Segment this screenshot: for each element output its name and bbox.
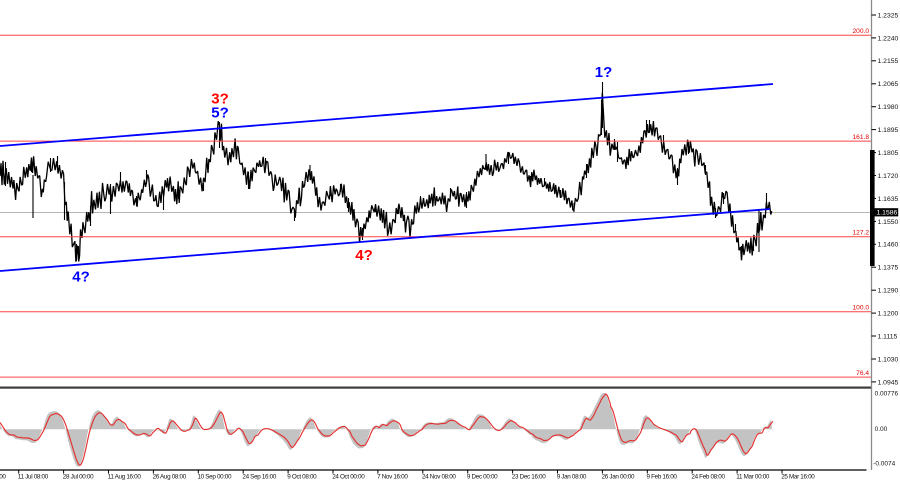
svg-text:1.2065: 1.2065 <box>878 81 899 88</box>
svg-text:10 Sep 00:00: 10 Sep 00:00 <box>198 474 232 481</box>
svg-text:11 Aug 16:00: 11 Aug 16:00 <box>108 474 142 481</box>
svg-text:24 Feb 08:00: 24 Feb 08:00 <box>691 474 725 481</box>
svg-text:200.0: 200.0 <box>852 28 869 35</box>
svg-text:1.1290: 1.1290 <box>878 288 899 295</box>
svg-text:161.8: 161.8 <box>852 134 869 141</box>
svg-text:-0.0074: -0.0074 <box>873 461 895 468</box>
svg-text:25 Mar 16:00: 25 Mar 16:00 <box>781 474 815 481</box>
svg-text:1.1895: 1.1895 <box>878 127 899 134</box>
svg-text:1.1030: 1.1030 <box>878 356 899 363</box>
svg-text:26 Aug 08:00: 26 Aug 08:00 <box>153 474 187 481</box>
svg-text:11 Jul 08:00: 11 Jul 08:00 <box>18 474 49 481</box>
svg-text:1.1115: 1.1115 <box>878 333 898 340</box>
svg-text:26 Jan 00:00: 26 Jan 00:00 <box>602 474 635 481</box>
svg-text:11 Mar 00:00: 11 Mar 00:00 <box>736 474 770 481</box>
svg-text:23 Dec 16:00: 23 Dec 16:00 <box>512 474 546 481</box>
svg-text:9 Dec 00:00: 9 Dec 00:00 <box>467 474 498 481</box>
svg-text:5?: 5? <box>211 105 229 122</box>
svg-text:1.1200: 1.1200 <box>878 311 899 318</box>
svg-text:1.2240: 1.2240 <box>878 35 899 42</box>
svg-text:4?: 4? <box>355 247 373 264</box>
svg-text:1.1460: 1.1460 <box>878 242 899 249</box>
svg-text:1.1635: 1.1635 <box>878 196 899 203</box>
svg-text:100.0: 100.0 <box>852 304 869 311</box>
svg-text:76.4: 76.4 <box>856 370 869 377</box>
svg-text:3?: 3? <box>211 91 229 108</box>
svg-text:24 Oct 00:00: 24 Oct 00:00 <box>332 474 365 481</box>
svg-text:24 Nov 08:00: 24 Nov 08:00 <box>422 474 456 481</box>
svg-text:1.1586: 1.1586 <box>877 210 898 217</box>
svg-text:24 Sep 16:00: 24 Sep 16:00 <box>242 474 276 481</box>
svg-text:127.2: 127.2 <box>852 229 869 236</box>
svg-text:1.1375: 1.1375 <box>878 265 899 272</box>
svg-text:1?: 1? <box>595 64 613 81</box>
svg-text:1.2155: 1.2155 <box>878 58 899 65</box>
svg-text:28 Jul 00:00: 28 Jul 00:00 <box>63 474 94 481</box>
svg-text:1.1720: 1.1720 <box>878 173 899 180</box>
svg-text:0.00: 0.00 <box>875 426 888 433</box>
svg-text:1.1805: 1.1805 <box>878 150 899 157</box>
svg-text:4?: 4? <box>72 269 90 286</box>
svg-text:1.1980: 1.1980 <box>878 104 899 111</box>
svg-text:27 Jun 16:00: 27 Jun 16:00 <box>0 474 6 481</box>
svg-text:9 Jan 08:00: 9 Jan 08:00 <box>557 474 587 481</box>
svg-text:1.0945: 1.0945 <box>878 379 899 386</box>
svg-text:7 Nov 16:00: 7 Nov 16:00 <box>377 474 408 481</box>
svg-text:9 Oct 08:00: 9 Oct 08:00 <box>287 474 317 481</box>
svg-text:1.1550: 1.1550 <box>878 219 899 226</box>
svg-text:1.2325: 1.2325 <box>878 12 899 19</box>
svg-text:9 Feb 16:00: 9 Feb 16:00 <box>647 474 678 481</box>
svg-text:0.00776: 0.00776 <box>875 390 899 397</box>
